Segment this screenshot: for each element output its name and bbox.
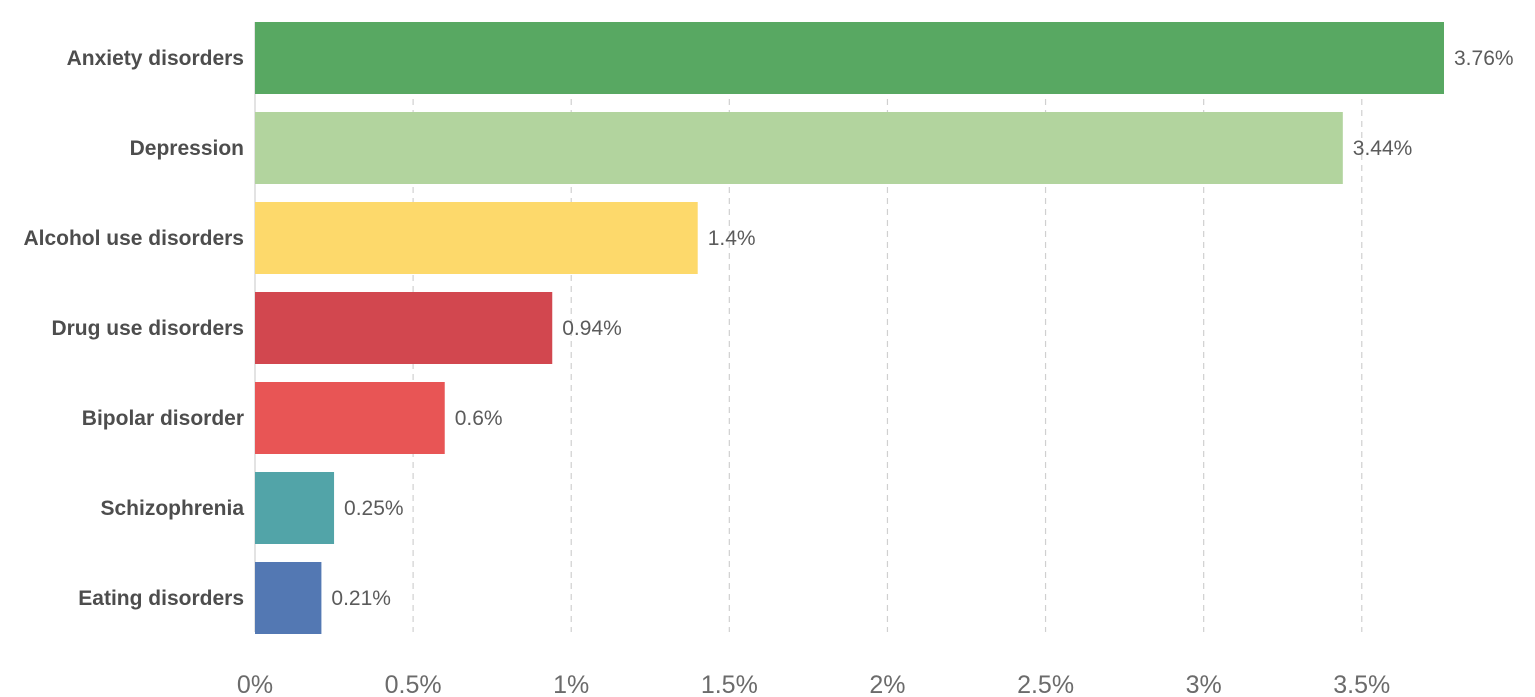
value-label: 3.44%	[1353, 137, 1413, 160]
x-tick-label: 2.5%	[1017, 671, 1074, 697]
value-label: 0.21%	[331, 587, 391, 610]
x-tick-label: 1.5%	[701, 671, 758, 697]
bar	[255, 292, 553, 364]
value-label: 0.94%	[562, 317, 622, 340]
category-label: Anxiety disorders	[67, 47, 244, 70]
category-label: Depression	[130, 137, 244, 160]
x-tick-label: 3.5%	[1333, 671, 1390, 697]
bar	[255, 22, 1444, 94]
x-tick-label: 0%	[237, 671, 273, 697]
category-label: Eating disorders	[78, 587, 244, 610]
x-tick-label: 2%	[869, 671, 905, 697]
x-tick-label: 3%	[1186, 671, 1222, 697]
value-label: 3.76%	[1454, 47, 1514, 70]
bars	[255, 22, 1444, 634]
bar	[255, 562, 322, 634]
category-label: Alcohol use disorders	[23, 227, 244, 250]
bar	[255, 382, 445, 454]
bar	[255, 202, 698, 274]
bar	[255, 472, 335, 544]
x-tick-label: 0.5%	[385, 671, 442, 697]
x-tick-label: 1%	[553, 671, 589, 697]
value-label: 1.4%	[708, 227, 756, 250]
category-label: Bipolar disorder	[82, 407, 244, 430]
labels: Anxiety disorders 3.76% Depression 3.44% Alc…	[23, 47, 1513, 610]
bar	[255, 112, 1343, 184]
category-label: Drug use disorders	[51, 317, 244, 340]
category-label: Schizophrenia	[100, 497, 244, 520]
x-axis-ticks: 0% 0.5% 1% 1.5% 2% 2.5% 3% 3.5%	[237, 671, 1390, 697]
value-label: 0.25%	[344, 497, 404, 520]
value-label: 0.6%	[455, 407, 503, 430]
